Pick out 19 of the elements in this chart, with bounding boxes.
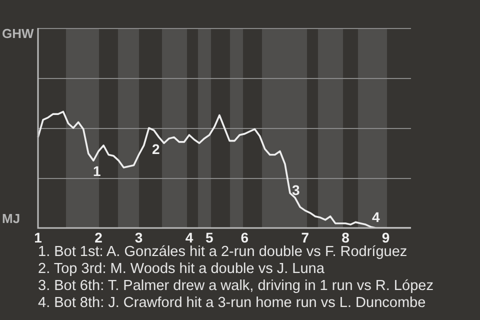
x-tick-label: 9 — [382, 229, 390, 246]
text: MJ — [2, 211, 20, 226]
x-tick-label: 5 — [205, 229, 214, 246]
text: GHW — [2, 26, 34, 41]
x-tick-label: 7 — [301, 229, 310, 246]
x-tick-label: 4 — [185, 229, 194, 246]
text: 1. Bot 1st: A. Gonzáles hit a 2-run double vs F. Rodríguez — [38, 244, 408, 261]
x-tick-label: 1 — [34, 229, 42, 246]
annotation: 1 — [93, 163, 101, 179]
text: 2. Top 3rd: M. Woods hit a double vs J. Luna — [38, 261, 326, 278]
x-tick-label: 2 — [94, 229, 103, 246]
text: 4. Bot 8th: J. Crawford hit a 3-run home run vs L. Duncombe — [38, 295, 427, 312]
x-tick-label: 6 — [240, 229, 249, 246]
text: 3. Bot 6th: T. Palmer drew a walk, driving in 1 run vs R. López — [38, 278, 434, 295]
x-tick-label: 8 — [342, 229, 350, 246]
annotation: 3 — [292, 182, 300, 198]
annotation: 4 — [372, 209, 380, 225]
annotation: 2 — [152, 141, 160, 157]
x-tick-label: 3 — [134, 229, 143, 246]
